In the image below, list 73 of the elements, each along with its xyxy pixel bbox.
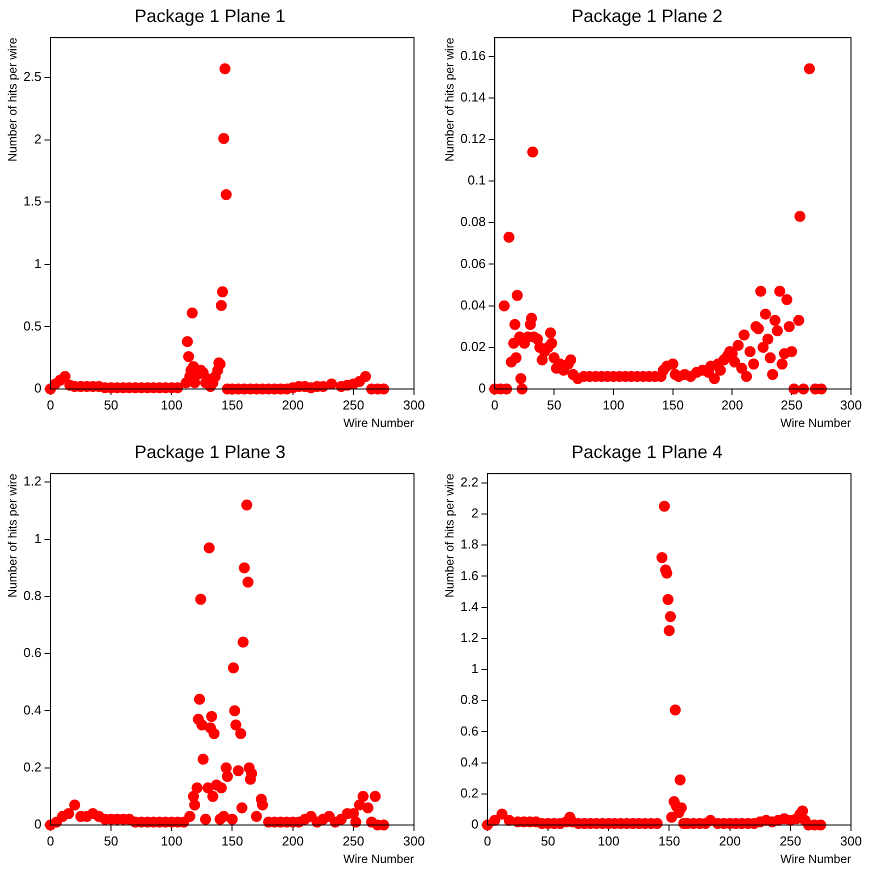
x-tick-label: 150 bbox=[658, 833, 680, 848]
x-tick-label: 50 bbox=[546, 397, 562, 412]
y-tick-label: 1.5 bbox=[23, 194, 42, 209]
x-tick-label: 0 bbox=[491, 397, 498, 412]
y-tick-label: 0.5 bbox=[23, 318, 42, 334]
x-axis-title: Wire Number bbox=[343, 416, 414, 430]
x-tick-label: 250 bbox=[780, 833, 802, 848]
y-tick-label: 0.16 bbox=[460, 48, 486, 63]
x-tick-label: 200 bbox=[718, 833, 741, 848]
y-axis-title: Number of hits per wire bbox=[442, 473, 457, 598]
chart-title: Package 1 Plane 2 bbox=[571, 6, 723, 26]
y-tick-label: 0.8 bbox=[460, 692, 478, 708]
x-tick-label: 250 bbox=[780, 397, 802, 412]
x-tick-label: 200 bbox=[721, 397, 744, 412]
y-tick-label: 0.4 bbox=[23, 702, 42, 718]
x-axis-title: Wire Number bbox=[343, 852, 414, 866]
x-tick-label: 300 bbox=[840, 833, 862, 848]
y-tick-label: 0.6 bbox=[23, 645, 42, 660]
x-axis-title: Wire Number bbox=[780, 852, 851, 866]
y-tick-label: 1.4 bbox=[460, 598, 478, 614]
x-tick-label: 0 bbox=[46, 397, 54, 412]
x-axis-title: Wire Number bbox=[780, 416, 851, 430]
chart-title: Package 1 Plane 4 bbox=[571, 442, 723, 462]
x-tick-label: 200 bbox=[282, 397, 304, 412]
y-tick-label: 0.04 bbox=[460, 297, 486, 312]
x-tick-label: 0 bbox=[46, 833, 54, 848]
x-tick-label: 300 bbox=[403, 833, 425, 848]
x-tick-label: 100 bbox=[598, 833, 620, 848]
y-axis-title: Number of hits per wire bbox=[6, 37, 20, 162]
x-tick-label: 300 bbox=[403, 397, 425, 412]
y-tick-label: 2.5 bbox=[23, 69, 42, 84]
y-tick-label: 0 bbox=[34, 816, 42, 832]
x-tick-label: 300 bbox=[840, 397, 862, 412]
x-tick-label: 250 bbox=[342, 833, 364, 848]
chart-title: Package 1 Plane 3 bbox=[134, 442, 286, 462]
y-tick-label: 0 bbox=[471, 816, 478, 832]
y-tick-label: 2.2 bbox=[460, 474, 478, 490]
y-tick-label: 2 bbox=[471, 506, 478, 521]
y-tick-label: 0.8 bbox=[23, 588, 42, 604]
y-tick-label: 0.4 bbox=[460, 754, 478, 770]
x-tick-label: 100 bbox=[160, 833, 182, 848]
y-tick-label: 1 bbox=[34, 256, 42, 271]
y-tick-label: 0.06 bbox=[460, 256, 486, 271]
y-tick-label: 1.2 bbox=[460, 630, 478, 645]
x-tick-label: 150 bbox=[221, 833, 244, 848]
y-tick-label: 0.2 bbox=[23, 759, 42, 774]
chart-title: Package 1 Plane 1 bbox=[134, 6, 286, 26]
y-tick-label: 0.12 bbox=[460, 131, 486, 146]
x-tick-label: 50 bbox=[104, 397, 118, 412]
y-tick-label: 1 bbox=[471, 661, 478, 676]
x-tick-label: 100 bbox=[602, 397, 624, 412]
y-tick-label: 0 bbox=[478, 380, 486, 396]
y-tick-label: 1.2 bbox=[23, 474, 42, 489]
y-tick-label: 0.1 bbox=[468, 172, 486, 188]
y-tick-label: 1.8 bbox=[460, 536, 478, 552]
y-tick-label: 0.02 bbox=[460, 338, 486, 354]
y-tick-label: 1 bbox=[34, 530, 42, 546]
y-tick-label: 0.2 bbox=[460, 785, 478, 800]
y-tick-label: 1.6 bbox=[460, 568, 478, 583]
y-axis-title: Number of hits per wire bbox=[6, 473, 20, 598]
x-tick-label: 150 bbox=[662, 397, 684, 412]
x-tick-label: 50 bbox=[104, 833, 118, 848]
y-tick-label: 2 bbox=[34, 131, 42, 146]
x-tick-label: 250 bbox=[342, 397, 364, 412]
x-tick-label: 150 bbox=[221, 397, 244, 412]
x-tick-label: 200 bbox=[282, 833, 304, 848]
x-tick-label: 50 bbox=[540, 833, 556, 848]
y-axis-title: Number of hits per wire bbox=[442, 37, 457, 162]
x-tick-label: 100 bbox=[160, 397, 182, 412]
y-tick-label: 0.14 bbox=[460, 89, 486, 104]
y-tick-label: 0 bbox=[34, 380, 42, 396]
y-tick-label: 0.08 bbox=[460, 214, 486, 230]
y-tick-label: 0.6 bbox=[460, 723, 478, 738]
